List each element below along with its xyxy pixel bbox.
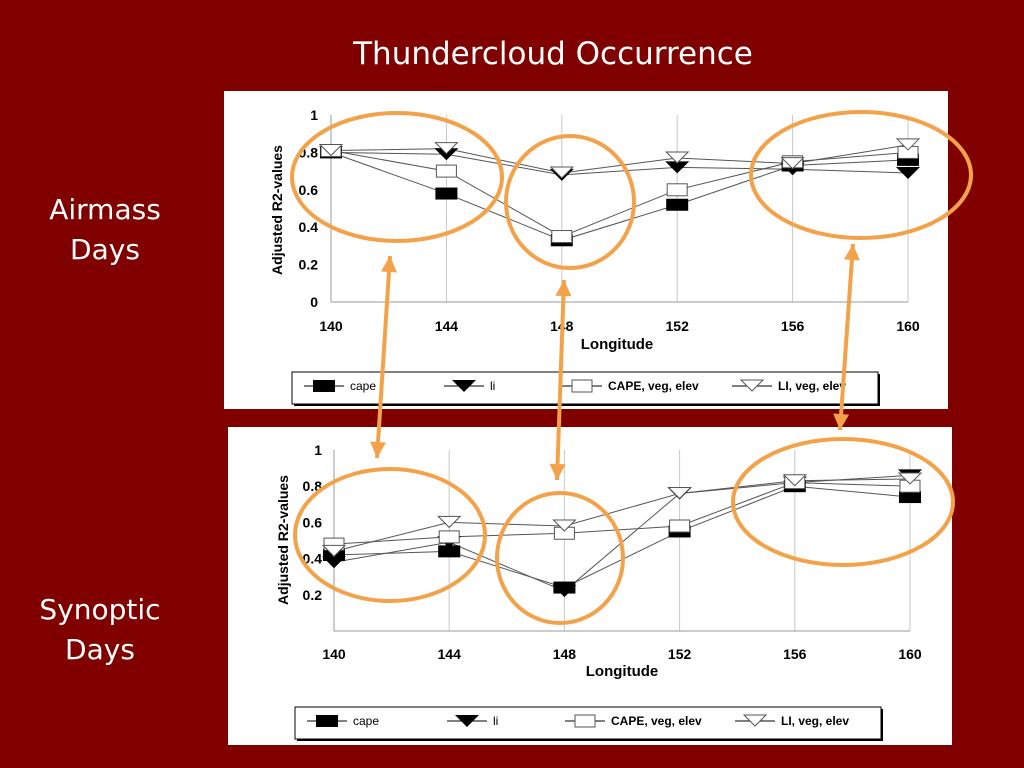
y-tick-label: 1: [310, 107, 318, 123]
series-line: [330, 151, 909, 176]
data-point-marker: [897, 472, 923, 485]
data-point-marker: [552, 585, 577, 598]
data-point-marker: [896, 166, 920, 179]
data-point-marker: [899, 491, 921, 504]
annotation-arrowhead: [380, 256, 397, 273]
y-axis-label: Adjusted R2-values: [275, 475, 291, 605]
annotation-arrowhead: [843, 244, 860, 261]
data-point-marker: [435, 164, 457, 178]
data-point-marker: [322, 556, 346, 569]
annotation-arrowhead: [549, 463, 566, 480]
x-tick-label: 156: [781, 318, 805, 334]
legend-label: li: [490, 379, 495, 393]
data-point-marker: [321, 544, 347, 558]
annotation-ellipse: [504, 134, 636, 270]
x-tick-label: 144: [438, 646, 462, 662]
side-label-line: Airmass: [49, 193, 161, 226]
data-point-marker: [895, 138, 921, 151]
data-point-marker: [552, 519, 577, 532]
data-point-marker: [313, 380, 335, 392]
x-tick-label: 144: [435, 318, 459, 334]
chart-panel: [224, 91, 948, 409]
data-point-marker: [455, 715, 479, 727]
data-point-marker: [667, 486, 692, 500]
y-tick-label: 0.2: [303, 587, 323, 603]
legend-label: CAPE, veg, elev: [611, 714, 702, 728]
x-tick-label: 148: [553, 646, 577, 662]
legend-label: cape: [353, 714, 379, 728]
annotation-ellipse: [293, 467, 487, 603]
y-tick-label: 0.6: [303, 514, 323, 530]
y-tick-label: 0.4: [303, 551, 323, 567]
chart-panel: [228, 427, 952, 745]
chart-airmass: 14014414815215616000.20.40.60.81Longitud…: [224, 91, 948, 409]
data-point-marker: [452, 380, 476, 392]
x-tick-label: 140: [319, 318, 343, 334]
series-line: [333, 482, 911, 545]
legend-label: CAPE, veg, elev: [608, 379, 699, 393]
data-point-marker: [438, 530, 460, 544]
data-point-marker: [665, 161, 690, 174]
data-point-marker: [436, 515, 462, 529]
data-point-marker: [574, 714, 596, 728]
annotation-arrowhead: [833, 413, 850, 430]
data-point-marker: [782, 474, 808, 487]
x-axis-label: Longitude: [581, 336, 653, 353]
data-point-marker: [438, 545, 461, 558]
series-line: [333, 478, 911, 552]
x-tick-label: 156: [783, 646, 807, 662]
y-tick-label: 1: [314, 442, 322, 458]
legend-label: LI, veg, elev: [778, 379, 846, 393]
annotation-arrowhead: [555, 280, 572, 297]
legend-label: LI, veg, elev: [781, 714, 849, 728]
annotation-ellipse: [290, 111, 504, 243]
data-point-marker: [664, 151, 690, 164]
data-point-marker: [316, 715, 338, 727]
legend-label: li: [493, 714, 498, 728]
x-tick-label: 160: [898, 646, 922, 662]
annotation-ellipse: [749, 110, 973, 240]
x-tick-label: 160: [896, 318, 920, 334]
data-point-marker: [739, 379, 765, 392]
series-line: [330, 144, 909, 174]
annotation-ellipse: [495, 491, 625, 625]
side-label-line: Days: [65, 633, 135, 666]
data-point-marker: [571, 379, 593, 393]
data-point-marker: [780, 157, 805, 170]
series-line: [330, 151, 909, 241]
airmass-days-label: Airmass Days: [20, 190, 190, 270]
legend-label: cape: [350, 379, 376, 393]
chart-synoptic: 140 144 148 152 156 1600.20.40.60.81Longitude…: [228, 427, 952, 745]
y-tick-label: 0.2: [299, 257, 319, 273]
x-axis-label: Longitude: [586, 663, 658, 680]
y-tick-label: 0: [310, 294, 318, 310]
y-tick-label: 0.4: [299, 219, 319, 235]
data-point-marker: [551, 230, 573, 244]
data-point-marker: [666, 183, 688, 197]
data-point-marker: [669, 519, 691, 533]
annotation-ellipse: [731, 437, 955, 567]
annotation-arrow-line: [555, 279, 566, 481]
annotation-arrow-line: [375, 255, 392, 459]
x-tick-label: 152: [668, 646, 692, 662]
y-axis-label: Adjusted R2-values: [269, 145, 285, 275]
x-tick-label: 140: [322, 646, 346, 662]
side-label-line: Synoptic: [39, 593, 161, 626]
data-point-marker: [666, 198, 689, 211]
slide-title: Thundercloud Occurrence: [353, 36, 753, 72]
data-point-marker: [742, 714, 768, 727]
y-tick-label: 0.6: [299, 182, 319, 198]
side-label-line: Days: [70, 233, 140, 266]
data-point-marker: [549, 166, 575, 179]
annotation-arrowhead: [370, 441, 387, 458]
annotation-arrow-line: [838, 243, 855, 431]
data-point-marker: [318, 144, 344, 157]
synoptic-days-label: Synoptic Days: [15, 590, 185, 670]
x-tick-label: 152: [666, 318, 690, 334]
annotation-overlay: [290, 110, 973, 625]
data-point-marker: [435, 187, 458, 200]
data-point-marker: [434, 142, 459, 155]
